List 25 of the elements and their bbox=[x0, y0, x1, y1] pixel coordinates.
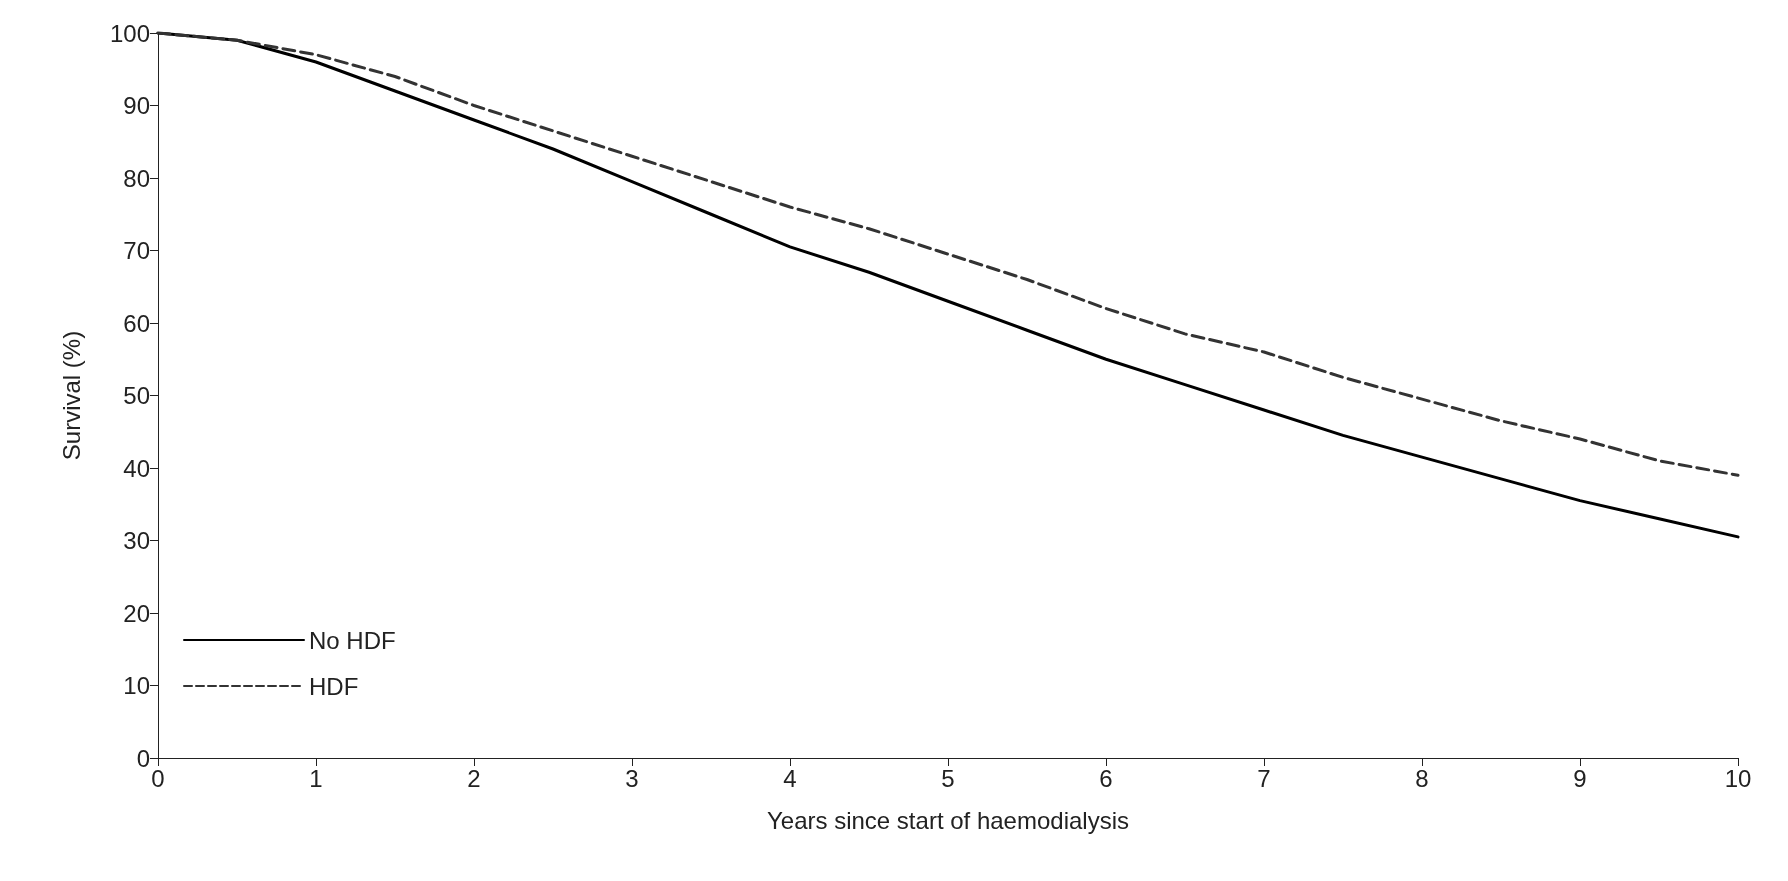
x-tick-label: 9 bbox=[1573, 764, 1587, 792]
x-tick-label: 6 bbox=[1099, 764, 1113, 792]
legend-label: HDF bbox=[309, 672, 359, 700]
legend-label: No HDF bbox=[309, 626, 396, 654]
y-tick-label: 90 bbox=[123, 92, 150, 119]
x-tick-label: 5 bbox=[941, 764, 955, 792]
y-tick-label: 50 bbox=[123, 382, 150, 409]
y-tick-label: 20 bbox=[123, 599, 150, 627]
y-tick-label: 80 bbox=[123, 164, 150, 192]
x-tick-label: 1 bbox=[309, 764, 323, 792]
x-tick-label: 7 bbox=[1257, 764, 1271, 792]
y-tick-label: 0 bbox=[136, 744, 150, 772]
y-tick-label: 40 bbox=[123, 454, 150, 482]
y-tick-label: 30 bbox=[123, 527, 150, 554]
y-tick-label: 70 bbox=[123, 237, 150, 264]
y-tick-label: 10 bbox=[123, 672, 150, 699]
y-tick-label: 60 bbox=[123, 309, 150, 337]
x-tick-label: 3 bbox=[625, 764, 639, 792]
x-tick-label: 10 bbox=[1724, 764, 1752, 792]
y-tick-label: 100 bbox=[109, 19, 150, 47]
x-tick-label: 2 bbox=[467, 764, 481, 792]
y-axis-title: Survival (%) bbox=[57, 330, 85, 461]
x-axis-title: Years since start of haemodialysis bbox=[767, 806, 1129, 834]
x-tick-label: 4 bbox=[783, 764, 797, 792]
x-tick-label: 8 bbox=[1415, 764, 1429, 792]
